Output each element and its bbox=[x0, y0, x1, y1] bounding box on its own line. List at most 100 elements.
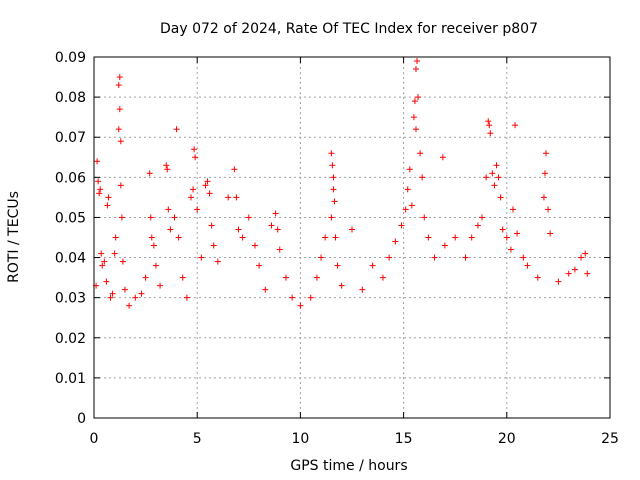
data-point bbox=[282, 274, 289, 281]
data-point bbox=[116, 106, 123, 113]
data-point bbox=[138, 290, 145, 297]
plot-frame bbox=[93, 56, 611, 419]
x-axis-label: GPS time / hours bbox=[290, 458, 407, 474]
data-point bbox=[276, 246, 283, 253]
data-point bbox=[338, 282, 345, 289]
data-point bbox=[289, 294, 296, 301]
data-point bbox=[392, 238, 399, 245]
data-point bbox=[417, 150, 424, 157]
data-point bbox=[486, 122, 493, 129]
data-point bbox=[115, 126, 122, 133]
data-point bbox=[520, 254, 527, 261]
data-point bbox=[109, 290, 116, 297]
data-point bbox=[379, 274, 386, 281]
data-point bbox=[126, 302, 133, 309]
data-point bbox=[256, 262, 263, 269]
data-point bbox=[412, 66, 419, 73]
data-point bbox=[524, 262, 531, 269]
data-point bbox=[487, 130, 494, 137]
chart-title: Day 072 of 2024, Rate Of TEC Index for r… bbox=[160, 21, 538, 37]
data-point bbox=[214, 258, 221, 265]
y-tick-label: 0.09 bbox=[55, 50, 86, 66]
data-point bbox=[239, 234, 246, 241]
data-point bbox=[183, 294, 190, 301]
data-point bbox=[96, 190, 103, 197]
data-point bbox=[233, 194, 240, 201]
data-point bbox=[272, 210, 279, 217]
data-point bbox=[408, 202, 415, 209]
y-tick-label: 0.04 bbox=[55, 251, 86, 267]
data-point bbox=[578, 254, 585, 261]
data-point bbox=[274, 226, 281, 233]
data-point bbox=[142, 274, 149, 281]
data-point bbox=[328, 214, 335, 221]
y-axis-label: ROTI / TECUs bbox=[6, 191, 22, 283]
data-point bbox=[431, 254, 438, 261]
data-point bbox=[111, 250, 118, 257]
data-point bbox=[103, 278, 110, 285]
data-point bbox=[152, 262, 159, 269]
data-point bbox=[514, 230, 521, 237]
data-point bbox=[497, 194, 504, 201]
data-point bbox=[571, 266, 578, 273]
data-point bbox=[105, 194, 112, 201]
data-point bbox=[164, 166, 171, 173]
data-point bbox=[406, 166, 413, 173]
ticks-layer: 0 5 10 15 20 25 0 0.01 0.02 0.03 0.04 0.05 0.06 0.07 0… bbox=[55, 50, 619, 447]
data-point bbox=[468, 234, 475, 241]
data-point bbox=[439, 154, 446, 161]
data-point bbox=[584, 270, 591, 277]
data-point bbox=[307, 294, 314, 301]
y-tick-label: 0.02 bbox=[55, 331, 86, 347]
data-point bbox=[163, 162, 170, 169]
data-point bbox=[541, 170, 548, 177]
data-point bbox=[582, 250, 589, 257]
x-tick-label: 15 bbox=[395, 431, 413, 447]
data-point bbox=[190, 186, 197, 193]
data-point bbox=[543, 150, 550, 157]
grid-layer bbox=[94, 57, 610, 418]
data-point bbox=[119, 258, 126, 265]
data-point bbox=[359, 286, 366, 293]
data-point bbox=[231, 166, 238, 173]
data-point bbox=[313, 274, 320, 281]
y-tick-label: 0 bbox=[77, 411, 86, 427]
data-point bbox=[117, 138, 124, 145]
data-point bbox=[107, 294, 114, 301]
data-point bbox=[330, 186, 337, 193]
data-point bbox=[318, 254, 325, 261]
data-point bbox=[386, 254, 393, 261]
data-point bbox=[251, 242, 258, 249]
x-tick-label: 0 bbox=[90, 431, 99, 447]
data-point bbox=[148, 234, 155, 241]
data-point bbox=[98, 250, 105, 257]
data-point bbox=[322, 234, 329, 241]
data-point bbox=[507, 246, 514, 253]
data-point bbox=[175, 234, 182, 241]
data-point bbox=[419, 174, 426, 181]
data-point bbox=[191, 146, 198, 153]
data-point bbox=[225, 194, 232, 201]
data-point bbox=[165, 206, 172, 213]
data-point bbox=[101, 258, 108, 265]
data-point bbox=[192, 154, 199, 161]
data-point bbox=[210, 242, 217, 249]
data-point bbox=[334, 262, 341, 269]
points-layer bbox=[93, 58, 591, 309]
data-point bbox=[97, 186, 104, 193]
y-tick-label: 0.06 bbox=[55, 170, 86, 186]
data-point bbox=[495, 174, 502, 181]
y-tick-label: 0.05 bbox=[55, 210, 86, 226]
data-point bbox=[547, 230, 554, 237]
data-point bbox=[235, 226, 242, 233]
data-point bbox=[150, 242, 157, 249]
data-point bbox=[204, 178, 211, 185]
x-tick-label: 5 bbox=[193, 431, 202, 447]
data-point bbox=[132, 294, 139, 301]
data-point bbox=[534, 274, 541, 281]
data-point bbox=[99, 262, 106, 269]
data-point bbox=[297, 302, 304, 309]
data-point bbox=[425, 234, 432, 241]
data-point bbox=[208, 222, 215, 229]
